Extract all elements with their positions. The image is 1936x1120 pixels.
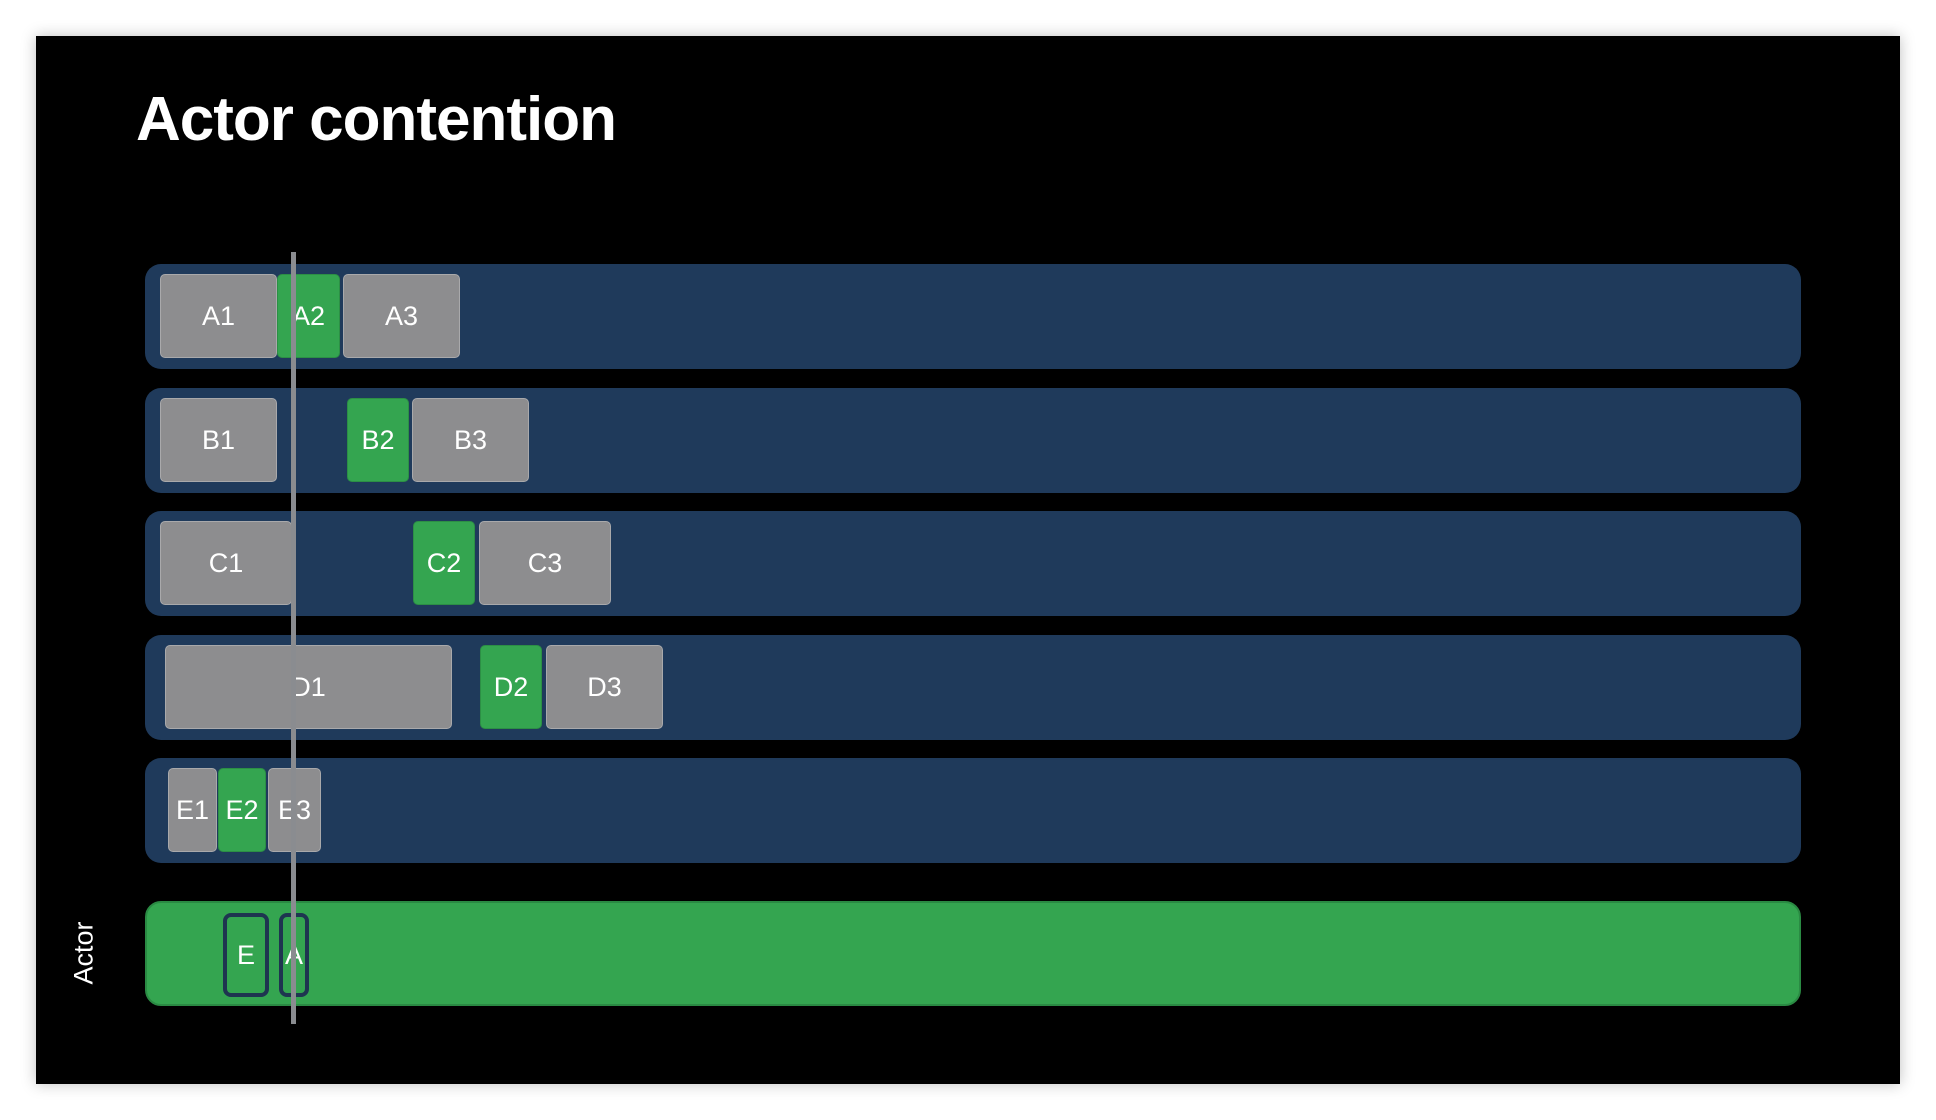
task-b3: B3 — [412, 398, 529, 482]
task-a3: A3 — [343, 274, 460, 358]
task-d2: D2 — [480, 645, 542, 729]
task-a1: A1 — [160, 274, 277, 358]
slide-title: Actor contention — [136, 85, 617, 154]
actor-slot-e: E — [223, 913, 269, 997]
actor-lane: E A — [145, 901, 1801, 1006]
task-e1: E1 — [168, 768, 217, 852]
lane-c: C1 C2 C3 — [145, 511, 1801, 616]
task-d1: D1 — [165, 645, 452, 729]
slide: Actor contention A1 A2 A3 B1 B2 B3 C1 C2… — [36, 36, 1900, 1084]
lane-a: A1 A2 A3 — [145, 264, 1801, 369]
task-e2: E2 — [218, 768, 266, 852]
task-b2: B2 — [347, 398, 409, 482]
actor-label: Actor — [68, 921, 99, 985]
lane-e: E1 E2 E3 — [145, 758, 1801, 863]
task-c1: C1 — [160, 521, 292, 605]
task-a2: A2 — [277, 274, 340, 358]
task-b1: B1 — [160, 398, 277, 482]
time-cursor-line — [291, 252, 296, 1024]
task-c2: C2 — [413, 521, 475, 605]
lane-d: D1 D2 D3 — [145, 635, 1801, 740]
task-c3: C3 — [479, 521, 611, 605]
lane-b: B1 B2 B3 — [145, 388, 1801, 493]
task-d3: D3 — [546, 645, 663, 729]
